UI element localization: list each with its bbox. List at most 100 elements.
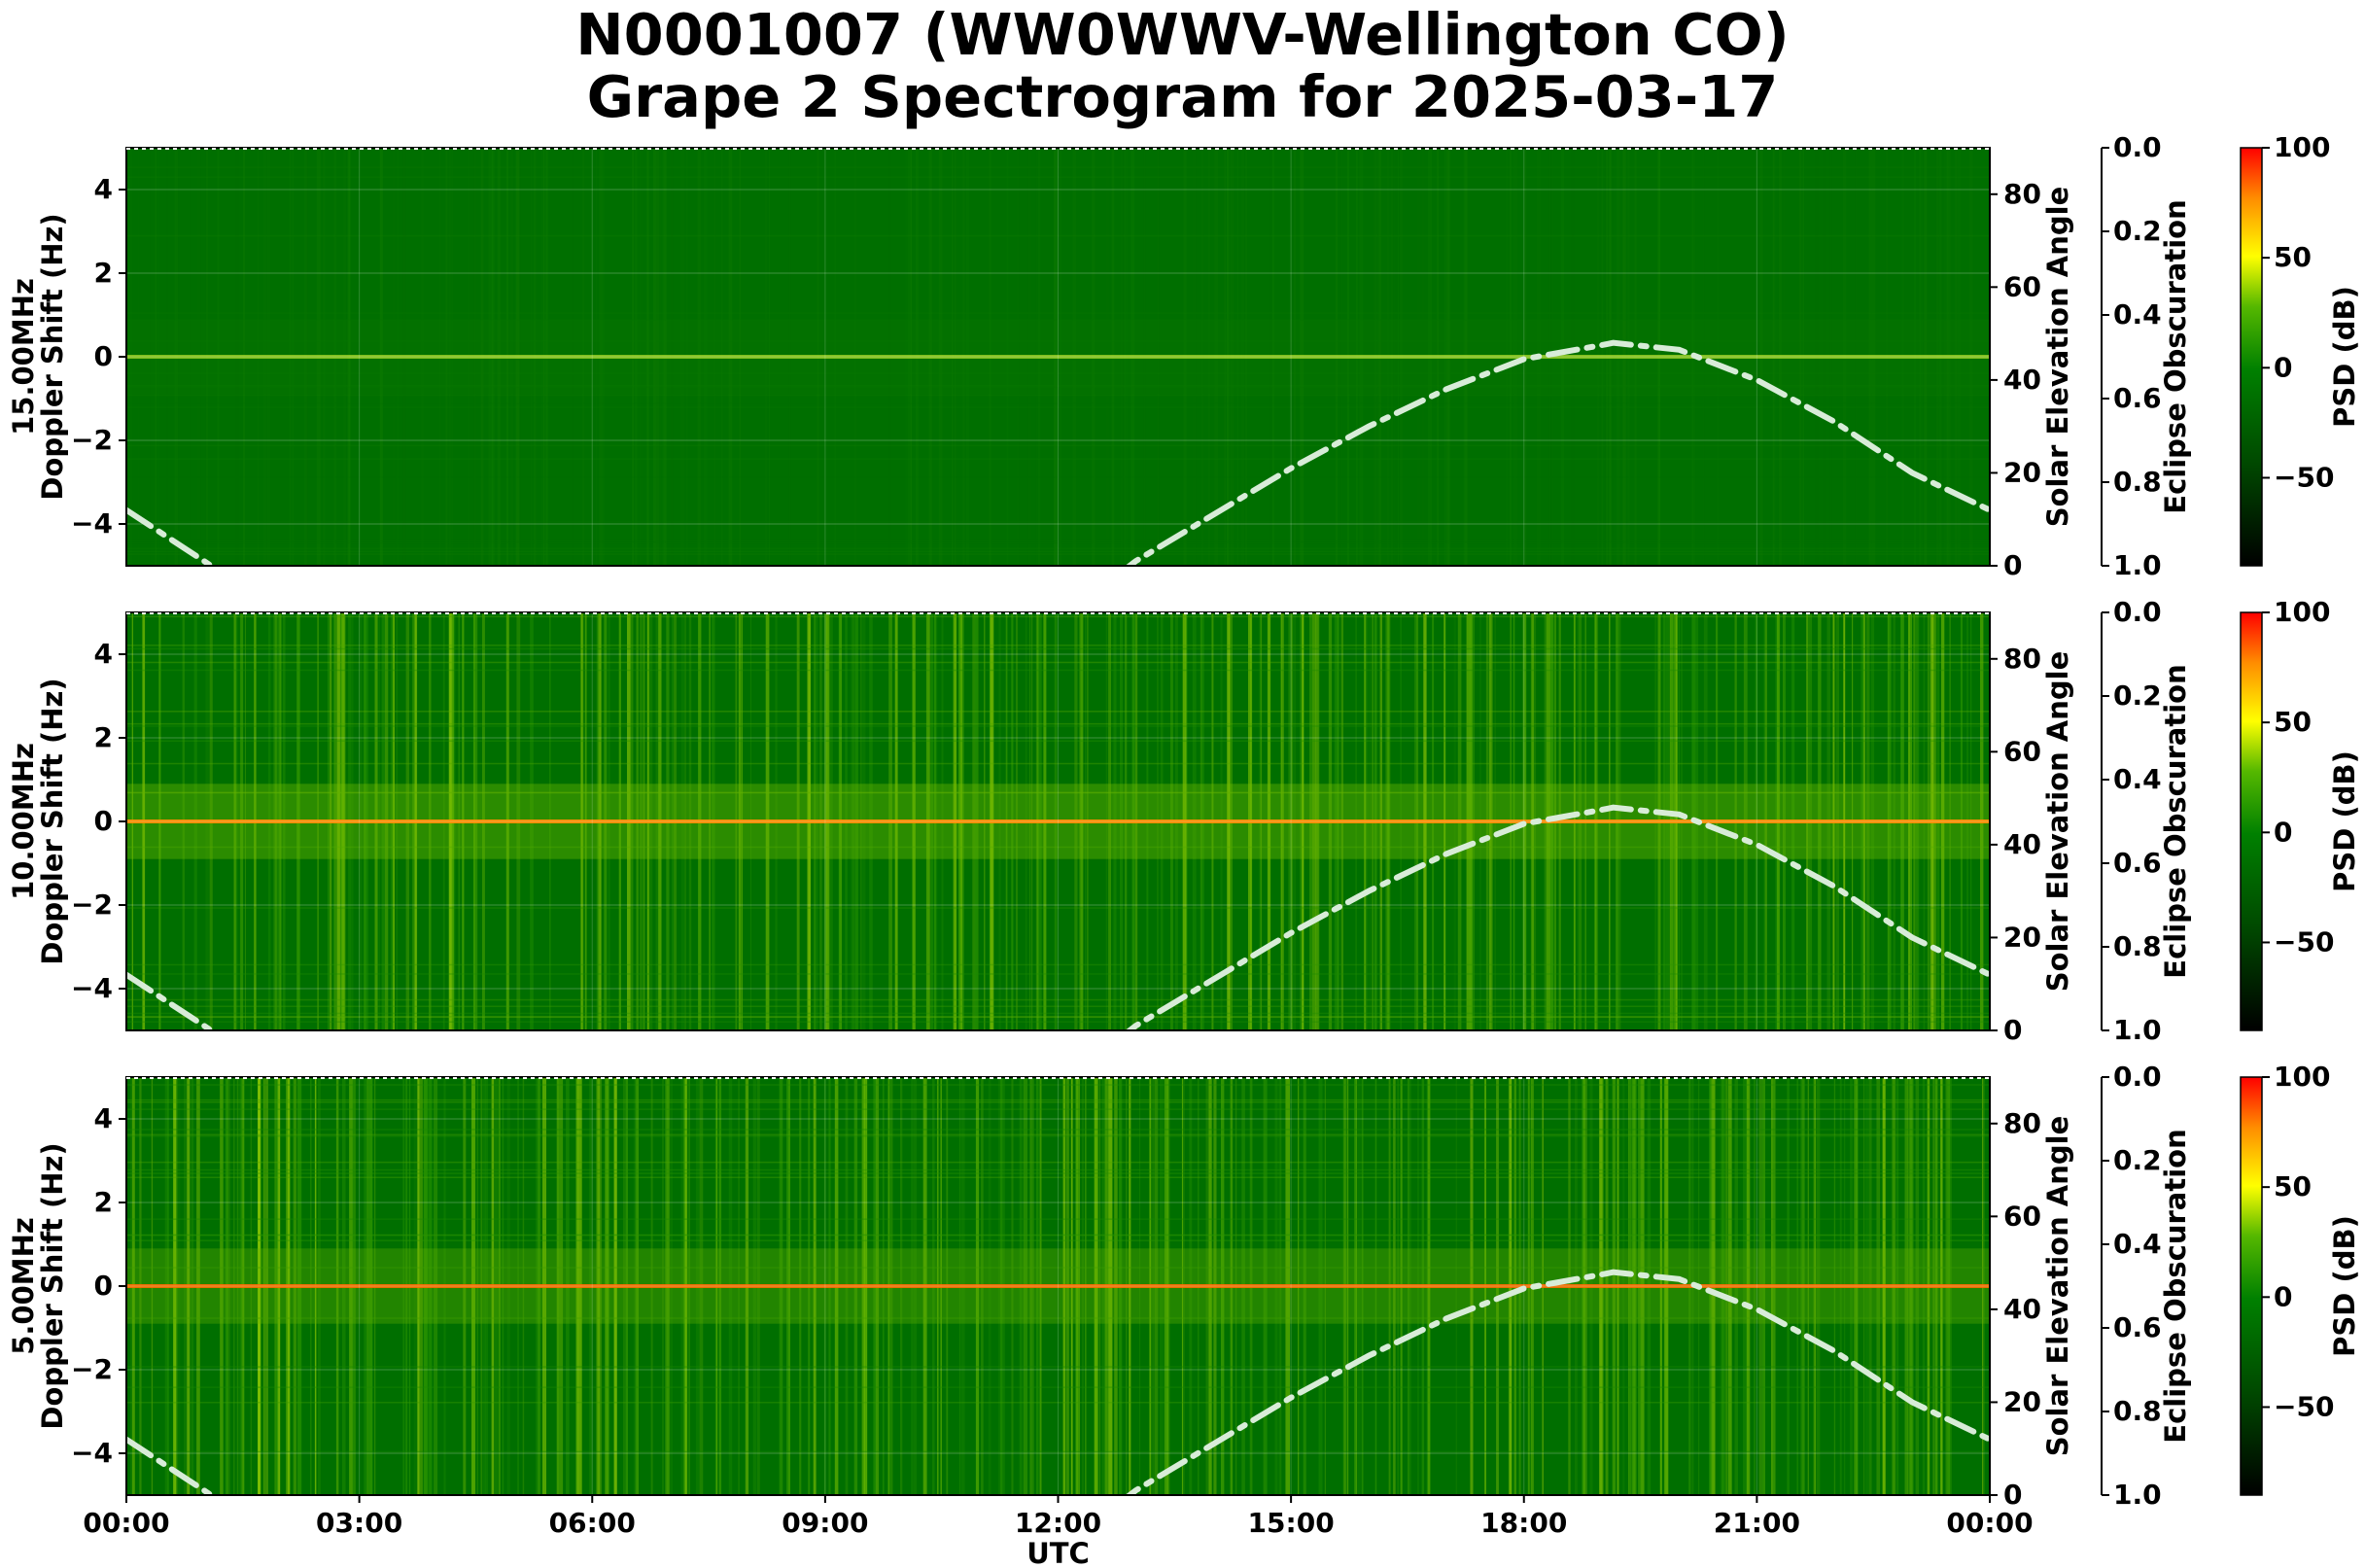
x-tick-label: 00:00	[1946, 1507, 2033, 1539]
psd-tick-label: 0	[2274, 816, 2292, 848]
solar-tick-label: 80	[2003, 1107, 2041, 1139]
psd-axis-label: PSD (dB)	[2328, 1215, 2361, 1357]
x-tick-label: 21:00	[1714, 1507, 1800, 1539]
solar-tick-label: 0	[2003, 1479, 2022, 1511]
eclipse-tick-label: 0.8	[2113, 930, 2162, 962]
eclipse-tick-label: 0.2	[2113, 1144, 2162, 1176]
eclipse-tick-label: 0.6	[2113, 1311, 2162, 1343]
solar-elevation-curve	[126, 339, 1990, 566]
x-tick-label: 15:00	[1248, 1507, 1335, 1539]
x-tick-label: 09:00	[782, 1507, 868, 1539]
eclipse-obscuration-label: Eclipse Obscuration	[2159, 1129, 2192, 1443]
solar-tick-label: 40	[2003, 828, 2041, 860]
y-tick-label: −2	[71, 889, 113, 921]
solar-tick-label: 40	[2003, 364, 2041, 396]
solar-elevation-label: Solar Elevation Angle	[2041, 651, 2074, 993]
eclipse-tick-label: 0.2	[2113, 215, 2162, 247]
x-tick-label: 00:00	[83, 1507, 169, 1539]
psd-tick-label: 100	[2274, 1061, 2330, 1093]
solar-tick-label: 60	[2003, 270, 2041, 302]
eclipse-tick-label: 0.8	[2113, 466, 2162, 498]
psd-axis-label: PSD (dB)	[2328, 286, 2361, 428]
psd-tick-label: 50	[2274, 706, 2312, 738]
eclipse-tick-label: 0.4	[2113, 298, 2162, 331]
solar-tick-label: 20	[2003, 921, 2041, 953]
carrier-line	[126, 819, 1990, 823]
eclipse-tick-label: 1.0	[2113, 1014, 2162, 1046]
eclipse-tick-label: 0.0	[2113, 1061, 2162, 1093]
x-tick-label: 06:00	[549, 1507, 636, 1539]
eclipse-tick-label: 1.0	[2113, 1479, 2162, 1511]
solar-elevation-label: Solar Elevation Angle	[2041, 1116, 2074, 1457]
y-tick-label: −2	[71, 424, 113, 456]
chart-title-line1: N0001007 (WW0WWV-Wellington CO)	[575, 1, 1790, 68]
solar-tick-label: 20	[2003, 1385, 2041, 1417]
y-tick-label: 4	[94, 1102, 113, 1134]
y-tick-label: 2	[94, 721, 113, 753]
solar-tick-label: 80	[2003, 178, 2041, 210]
solar-tick-label: 20	[2003, 456, 2041, 488]
y-tick-label: 0	[94, 805, 113, 837]
solar-tick-label: 60	[2003, 735, 2041, 767]
psd-tick-label: 100	[2274, 131, 2330, 163]
eclipse-tick-label: 0.4	[2113, 763, 2162, 795]
eclipse-tick-label: 1.0	[2113, 549, 2162, 581]
chart-title-line2: Grape 2 Spectrogram for 2025-03-17	[586, 63, 1779, 130]
doppler-axis-label: Doppler Shift (Hz)	[36, 1142, 69, 1429]
frequency-label: 5.00MHz	[7, 1217, 40, 1355]
doppler-axis-label: Doppler Shift (Hz)	[36, 213, 69, 500]
solar-tick-label: 80	[2003, 643, 2041, 675]
solar-tick-label: 60	[2003, 1200, 2041, 1232]
psd-tick-label: 100	[2274, 596, 2330, 628]
x-tick-label: 12:00	[1015, 1507, 1101, 1539]
y-tick-label: −2	[71, 1353, 113, 1385]
psd-tick-label: 50	[2274, 1170, 2312, 1202]
eclipse-tick-label: 0.2	[2113, 679, 2162, 712]
x-axis-label: UTC	[1026, 1537, 1090, 1568]
eclipse-tick-label: 0.8	[2113, 1395, 2162, 1427]
frequency-label: 10.00MHz	[7, 743, 40, 900]
eclipse-tick-label: 0.4	[2113, 1228, 2162, 1260]
solar-tick-label: 0	[2003, 549, 2022, 581]
y-tick-label: 2	[94, 257, 113, 289]
psd-colorbar	[2240, 147, 2263, 567]
psd-tick-label: −50	[2274, 1390, 2334, 1422]
psd-tick-label: −50	[2274, 461, 2334, 493]
solar-elevation-curve	[126, 1269, 1990, 1495]
psd-axis-label: PSD (dB)	[2328, 750, 2361, 892]
y-tick-label: 0	[94, 340, 113, 372]
eclipse-obscuration-label: Eclipse Obscuration	[2159, 199, 2192, 513]
psd-tick-label: 0	[2274, 351, 2292, 383]
y-tick-label: 4	[94, 638, 113, 670]
psd-colorbar	[2240, 611, 2263, 1031]
solar-tick-label: 40	[2003, 1293, 2041, 1325]
carrier-line	[126, 355, 1990, 359]
eclipse-tick-label: 0.6	[2113, 382, 2162, 414]
solar-elevation-label: Solar Elevation Angle	[2041, 187, 2074, 528]
solar-elevation-curve	[126, 804, 1990, 1030]
y-tick-label: 2	[94, 1186, 113, 1218]
solar-tick-label: 0	[2003, 1014, 2022, 1046]
doppler-axis-label: Doppler Shift (Hz)	[36, 678, 69, 964]
psd-colorbar	[2240, 1076, 2263, 1496]
eclipse-tick-label: 0.0	[2113, 596, 2162, 628]
psd-tick-label: −50	[2274, 925, 2334, 958]
x-tick-label: 18:00	[1480, 1507, 1567, 1539]
frequency-label: 15.00MHz	[7, 278, 40, 436]
y-tick-label: −4	[71, 972, 113, 1004]
psd-tick-label: 0	[2274, 1280, 2292, 1312]
eclipse-tick-label: 0.0	[2113, 131, 2162, 163]
y-tick-label: −4	[71, 507, 113, 540]
y-tick-label: 4	[94, 173, 113, 205]
x-tick-label: 03:00	[316, 1507, 402, 1539]
psd-tick-label: 50	[2274, 241, 2312, 273]
y-tick-label: −4	[71, 1437, 113, 1469]
eclipse-tick-label: 0.6	[2113, 847, 2162, 879]
carrier-line	[126, 1284, 1990, 1288]
eclipse-obscuration-label: Eclipse Obscuration	[2159, 664, 2192, 978]
y-tick-label: 0	[94, 1270, 113, 1302]
